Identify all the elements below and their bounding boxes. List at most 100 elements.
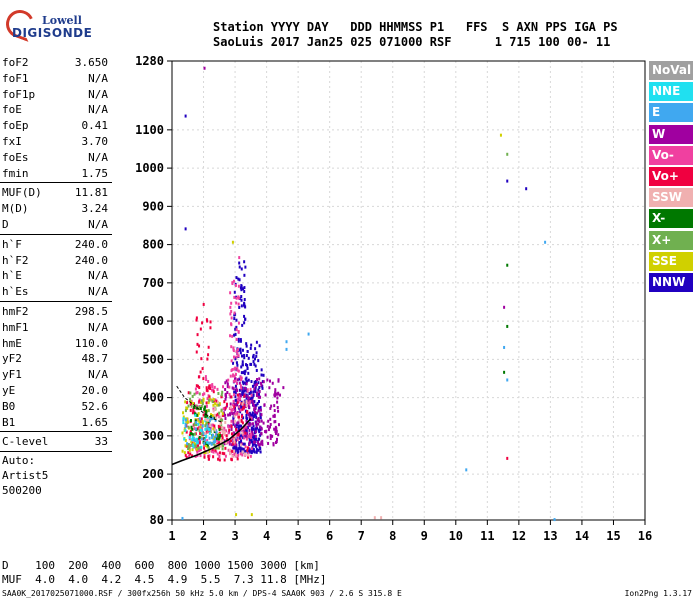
echo-point (195, 413, 198, 417)
echo-point (276, 405, 279, 409)
echo-point (247, 371, 250, 375)
echo-point (242, 430, 245, 434)
echo-point (250, 426, 253, 430)
echo-point (236, 393, 239, 397)
echo-point (252, 424, 255, 428)
y-tick-label: 1280 (135, 54, 164, 68)
autoscale-text: Auto: (2, 454, 36, 468)
echo-point (251, 440, 254, 444)
echo-point (247, 404, 250, 408)
legend-item-ssw: SSW (649, 188, 693, 208)
echo-point (191, 448, 194, 452)
echo-point (248, 396, 251, 400)
echo-point (254, 427, 257, 431)
echo-point (240, 365, 243, 369)
echo-point (224, 420, 227, 424)
echo-point (232, 361, 235, 365)
echo-point (229, 451, 232, 455)
y-tick-label: 900 (142, 199, 164, 213)
echo-point (273, 413, 276, 417)
y-tick-label: 1000 (135, 161, 164, 175)
echo-point (242, 427, 245, 431)
param-value: 3.24 (81, 202, 109, 216)
echo-point (258, 406, 261, 410)
echo-point (212, 440, 215, 444)
echo-point (203, 438, 206, 442)
echo-point (259, 405, 262, 409)
echo-point (252, 449, 255, 453)
echo-point (241, 363, 244, 367)
echo-point (234, 409, 237, 413)
echo-point (211, 385, 214, 389)
echo-point (257, 381, 260, 385)
echo-point (237, 277, 240, 281)
echo-point (200, 399, 203, 403)
param-value: 52.6 (81, 399, 109, 413)
echo-point (216, 452, 219, 456)
echo-point (218, 458, 221, 462)
echo-point (230, 425, 233, 429)
echo-point (243, 321, 246, 325)
echo-point (236, 366, 239, 370)
echo-point (544, 240, 547, 244)
echo-point (234, 379, 237, 383)
echo-point (233, 290, 236, 294)
echo-point (235, 433, 238, 437)
echo-point (199, 446, 202, 450)
echo-point (233, 393, 236, 397)
echo-point (203, 442, 206, 446)
echo-point (209, 423, 212, 427)
echo-point (209, 386, 212, 390)
echo-point (192, 441, 195, 445)
echo-point (237, 296, 240, 300)
param-key: fmin (2, 166, 29, 180)
echo-point (216, 403, 219, 407)
echo-point (259, 416, 262, 420)
x-tick-label: 11 (480, 529, 494, 543)
echo-point (203, 392, 206, 396)
echo-point (239, 347, 242, 351)
echo-point (217, 457, 220, 461)
echo-point (272, 414, 275, 418)
echo-point (248, 392, 251, 396)
echo-point (199, 454, 202, 458)
echo-point (260, 381, 263, 385)
echo-point (246, 363, 249, 367)
echo-point (242, 303, 245, 307)
echo-point (234, 357, 237, 361)
param-key: hmF2 (2, 304, 29, 318)
echo-point (250, 434, 253, 438)
echo-point (213, 407, 216, 411)
echo-point (211, 447, 214, 451)
echo-point (241, 360, 244, 364)
param-value: 3.650 (74, 56, 108, 69)
echo-point (208, 431, 211, 435)
echo-point (238, 261, 241, 265)
echo-point (215, 434, 218, 438)
echo-point (230, 309, 233, 313)
echo-point (265, 429, 268, 433)
echo-point (194, 427, 197, 431)
echo-point (238, 278, 241, 282)
echo-point (185, 430, 188, 434)
echo-point (251, 432, 254, 436)
echo-point (190, 425, 193, 429)
echo-point (213, 437, 216, 441)
echo-point (235, 355, 238, 359)
echo-point (506, 179, 509, 183)
footer-version: Ion2Png 1.3.17 (624, 589, 692, 598)
echo-point (208, 454, 211, 458)
param-value: N/A (88, 368, 108, 382)
echo-point (277, 409, 280, 413)
echo-point (231, 412, 234, 416)
echo-point (273, 427, 276, 431)
echo-point (233, 333, 236, 337)
echo-point (243, 433, 246, 437)
echo-point (217, 441, 220, 445)
echo-point (217, 437, 220, 441)
echo-point (234, 439, 237, 443)
echo-point (213, 430, 216, 434)
echo-point (189, 419, 192, 423)
echo-point (198, 344, 201, 348)
echo-point (214, 428, 217, 432)
